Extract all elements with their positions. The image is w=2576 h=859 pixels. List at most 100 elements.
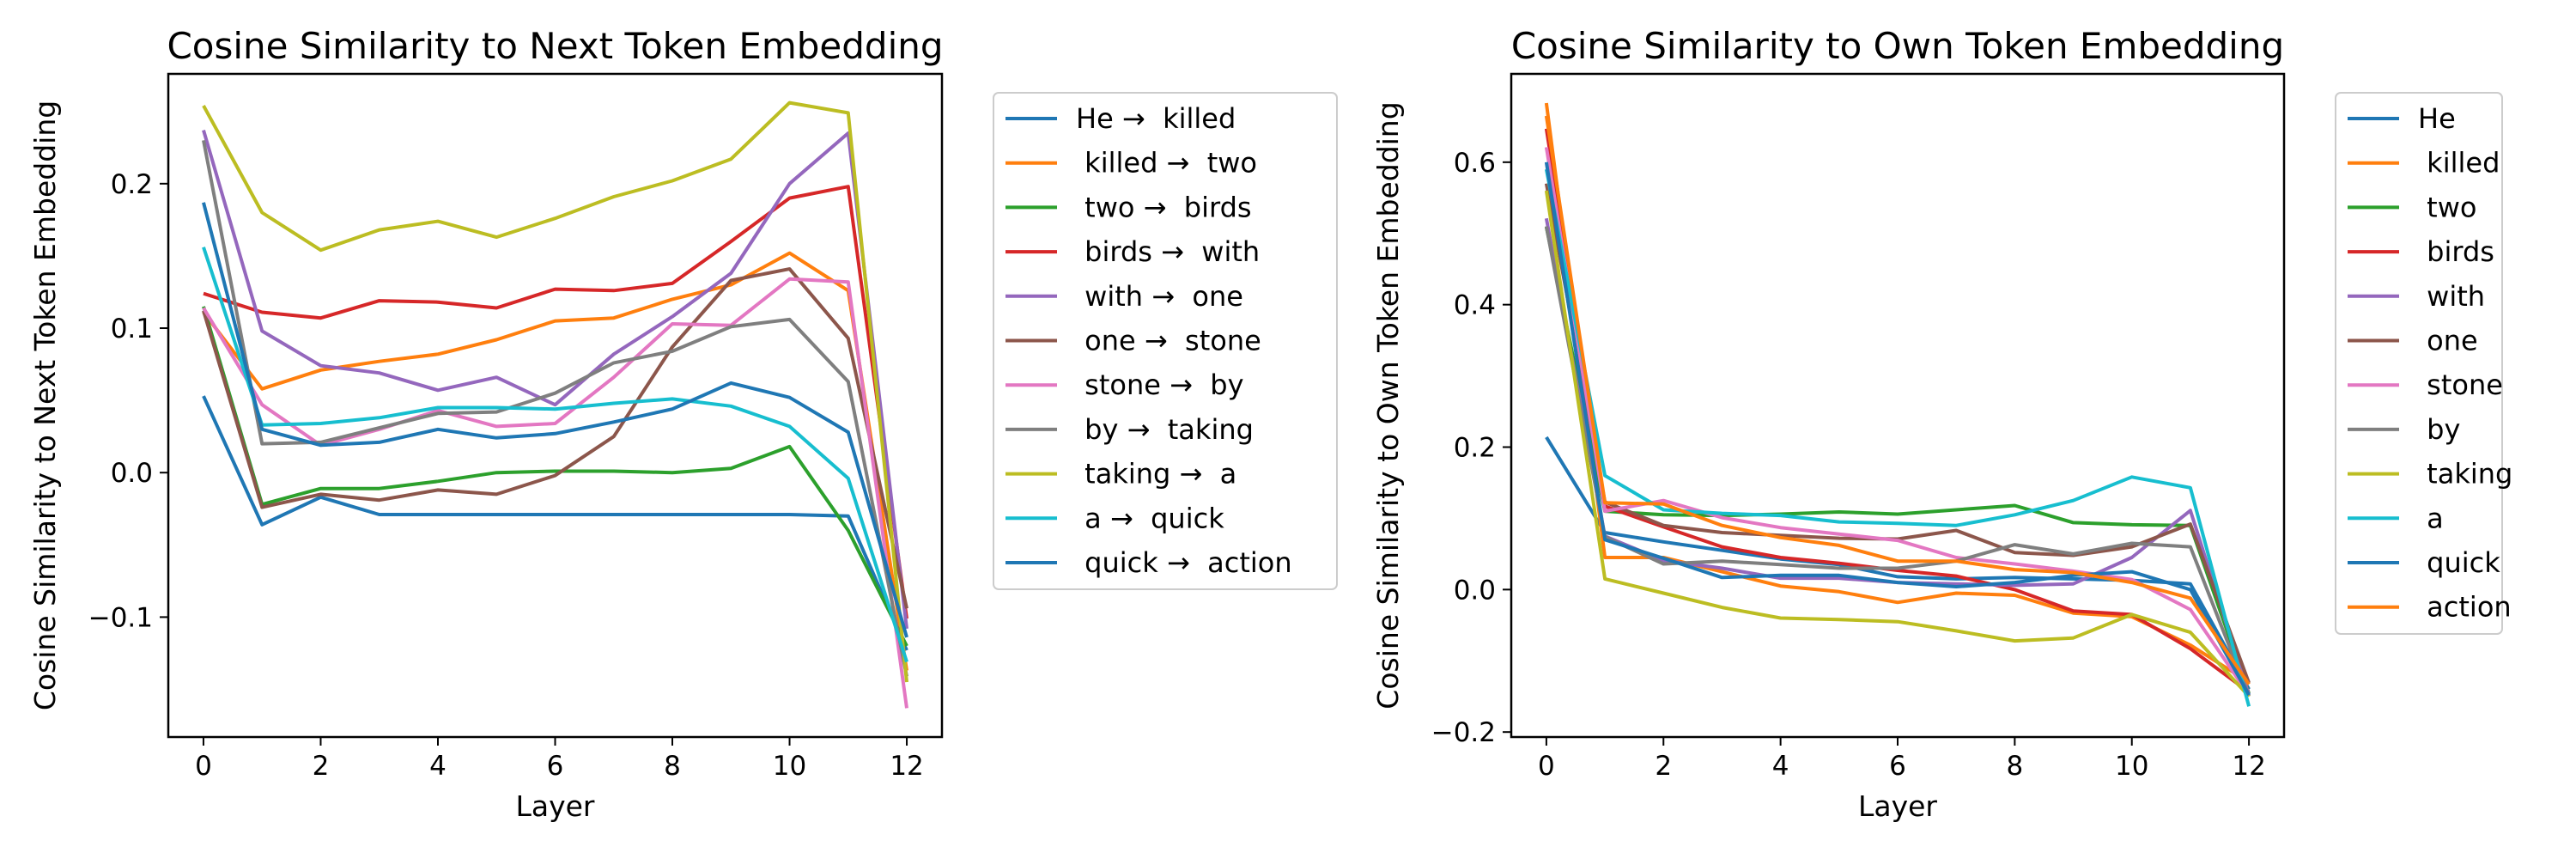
legend: He → killed killed → two two → birds bir… (993, 92, 1338, 590)
legend-item: taking (2348, 458, 2512, 490)
legend-item: stone → by (1005, 369, 1244, 401)
legend-item: He → killed (1005, 102, 1236, 135)
legend-label: one (2418, 325, 2478, 357)
x-tick-label: 10 (773, 751, 806, 782)
legend-label: taking → a (1076, 458, 1236, 490)
legend-label: He (2418, 102, 2456, 135)
series-line-4 (1544, 128, 2251, 694)
series-line-10 (202, 247, 908, 663)
series-line-9 (202, 101, 908, 683)
legend-item: by (2348, 413, 2460, 446)
legend-label: stone (2418, 369, 2503, 401)
series-line-3 (202, 306, 908, 647)
series-line-6 (1544, 183, 2251, 684)
y-axis-label: Cosine Similarity to Own Token Embedding (1371, 101, 1405, 709)
legend-label: quick (2418, 546, 2500, 579)
x-tick-label: 4 (1772, 751, 1789, 782)
legend-label: with → one (1076, 280, 1243, 313)
legend-item: killed → two (1005, 147, 1257, 180)
legend-item: two → birds (1005, 191, 1252, 223)
x-tick-label: 6 (547, 751, 564, 782)
legend-item: a (2348, 502, 2444, 534)
legend-item: with → one (1005, 280, 1243, 313)
legend-label: He → killed (1076, 102, 1236, 135)
series-line-11 (202, 202, 908, 638)
series-lines (1544, 102, 2251, 707)
legend-label: birds → with (1076, 235, 1260, 268)
legend-item: action (2348, 591, 2512, 624)
legend-label: a (2418, 502, 2444, 534)
x-tick-label: 8 (664, 751, 681, 782)
y-tick-label: 0.1 (111, 314, 153, 344)
series-line-3 (1544, 226, 2251, 695)
y-tick-label: 0.0 (111, 458, 153, 489)
series-line-10 (1544, 168, 2251, 707)
y-axis-label: Cosine Similarity to Next Token Embeddin… (28, 101, 62, 710)
legend-item: killed (2348, 147, 2500, 180)
legend-item: birds (2348, 235, 2494, 268)
series-line-1 (1545, 436, 2251, 691)
x-tick-label: 0 (1538, 751, 1555, 782)
legend-label: birds (2418, 235, 2494, 268)
chart-2: Cosine Similarity to Own Token Embedding… (1371, 25, 2512, 823)
legend-label: one → stone (1076, 325, 1261, 357)
legend-label: taking (2418, 458, 2512, 490)
legend-box (993, 92, 1338, 590)
legend-label: killed → two (1076, 147, 1257, 180)
legend-item: quick → action (1005, 546, 1292, 579)
series-line-8 (1544, 226, 2251, 698)
series-line-12 (1544, 115, 2251, 685)
series-line-4 (203, 185, 908, 619)
legend-label: by → taking (1076, 413, 1254, 446)
legend-label: stone → by (1076, 369, 1244, 401)
y-tick-label: 0.6 (1454, 148, 1496, 179)
series-line-1 (202, 395, 908, 651)
y-tick-label: 0.2 (111, 169, 153, 200)
y-tick-label: 0.4 (1454, 290, 1496, 321)
legend-label: two → birds (1076, 191, 1252, 223)
legend-item: a → quick (1005, 502, 1224, 534)
legend-label: killed (2418, 147, 2500, 180)
legend-item: stone (2348, 369, 2503, 401)
x-tick-label: 2 (1655, 751, 1672, 782)
legend-item: He (2348, 102, 2456, 135)
legend-item: quick (2348, 546, 2500, 579)
x-tick-label: 12 (890, 751, 923, 782)
series-line-8 (202, 140, 908, 677)
x-tick-label: 12 (2232, 751, 2265, 782)
y-tick-label: 0.2 (1454, 433, 1496, 464)
legend-item: with (2348, 280, 2485, 313)
x-tick-label: 10 (2115, 751, 2148, 782)
chart-1: Cosine Similarity to Next Token Embeddin… (28, 25, 1338, 823)
legend-box (2335, 92, 2503, 635)
x-tick-label: 2 (313, 751, 330, 782)
legend: He killed two birds with one stone by ta… (2335, 92, 2512, 635)
legend-item: by → taking (1005, 413, 1254, 446)
series-line-2 (202, 251, 908, 671)
x-tick-label: 4 (429, 751, 447, 782)
legend-item: one → stone (1005, 325, 1261, 357)
x-axis-label: Layer (1858, 789, 1937, 823)
y-tick-label: 0.0 (1454, 575, 1496, 606)
legend-item: one (2348, 325, 2478, 357)
series-line-2 (1544, 102, 2251, 684)
legend-item: birds → with (1005, 235, 1260, 268)
x-tick-label: 0 (195, 751, 212, 782)
chart-title: Cosine Similarity to Next Token Embeddin… (167, 25, 943, 67)
series-line-9 (1544, 190, 2251, 698)
legend-item: two (2348, 191, 2476, 223)
x-axis-label: Layer (515, 789, 594, 823)
series-line-11 (1544, 161, 2251, 697)
series-line-5 (202, 130, 908, 630)
y-tick-label: −0.1 (88, 602, 153, 633)
legend-label: action (2418, 591, 2512, 624)
legend-label: a → quick (1076, 502, 1224, 534)
legend-label: with (2418, 280, 2485, 313)
series-lines (202, 101, 908, 709)
legend-label: two (2418, 191, 2476, 223)
x-tick-label: 6 (1889, 751, 1906, 782)
series-line-7 (1544, 147, 2251, 697)
legend-label: quick → action (1076, 546, 1292, 579)
chart-title: Cosine Similarity to Own Token Embedding (1511, 25, 2284, 67)
x-tick-label: 8 (2006, 751, 2023, 782)
